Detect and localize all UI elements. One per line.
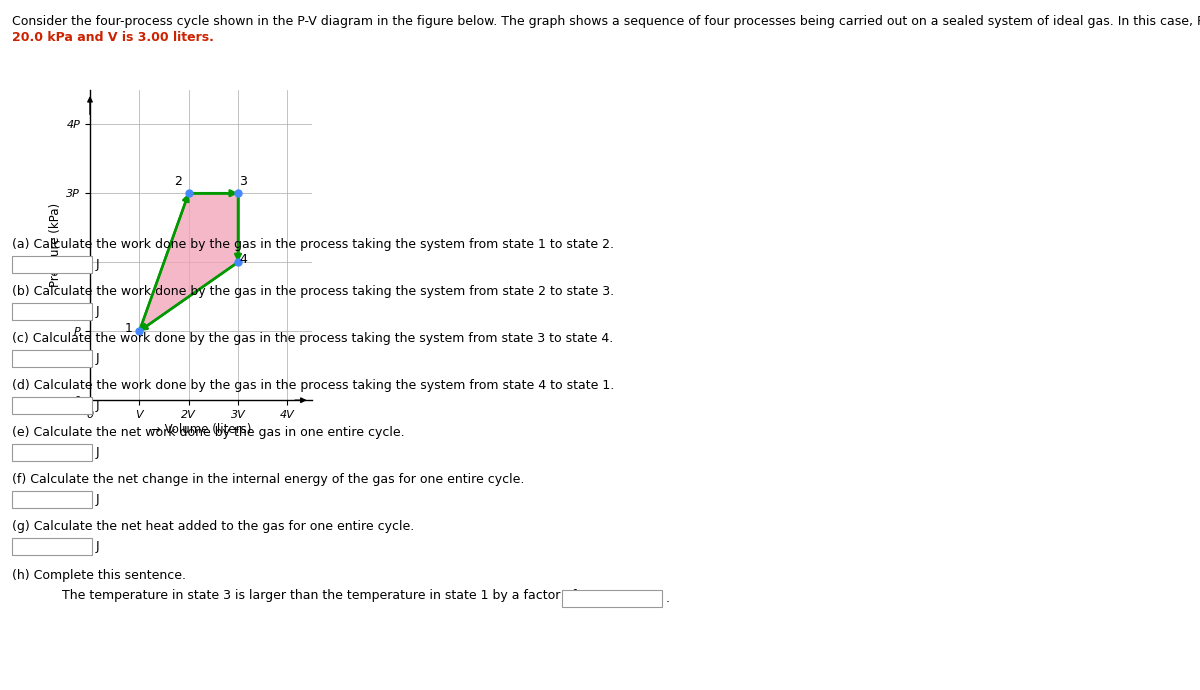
X-axis label: → Volume (liters): → Volume (liters) <box>151 423 251 435</box>
FancyBboxPatch shape <box>12 538 92 555</box>
Text: Consider the four-process cycle shown in the P-V diagram in the figure below. Th: Consider the four-process cycle shown in… <box>12 15 1200 28</box>
FancyBboxPatch shape <box>12 397 92 414</box>
Text: (d) Calculate the work done by the gas in the process taking the system from sta: (d) Calculate the work done by the gas i… <box>12 379 614 392</box>
FancyBboxPatch shape <box>12 256 92 273</box>
Text: 1: 1 <box>125 322 132 335</box>
Text: (a) Calculate the work done by the gas in the process taking the system from sta: (a) Calculate the work done by the gas i… <box>12 238 614 251</box>
Text: J: J <box>96 493 100 506</box>
Text: J: J <box>96 399 100 412</box>
Text: J: J <box>96 258 100 271</box>
Text: J: J <box>96 446 100 459</box>
Text: 2: 2 <box>174 175 181 188</box>
Y-axis label: Pressure (kPa): Pressure (kPa) <box>49 203 62 287</box>
Text: 20.0 kPa and V is 3.00 liters.: 20.0 kPa and V is 3.00 liters. <box>12 31 214 44</box>
Text: J: J <box>96 305 100 318</box>
Text: (b) Calculate the work done by the gas in the process taking the system from sta: (b) Calculate the work done by the gas i… <box>12 285 614 298</box>
Text: (h) Complete this sentence.: (h) Complete this sentence. <box>12 569 186 582</box>
FancyBboxPatch shape <box>12 350 92 367</box>
Text: (f) Calculate the net change in the internal energy of the gas for one entire cy: (f) Calculate the net change in the inte… <box>12 473 524 486</box>
FancyBboxPatch shape <box>12 491 92 508</box>
Text: J: J <box>96 540 100 553</box>
Text: (g) Calculate the net heat added to the gas for one entire cycle.: (g) Calculate the net heat added to the … <box>12 520 414 533</box>
FancyBboxPatch shape <box>12 303 92 320</box>
Polygon shape <box>139 193 238 331</box>
Text: 4: 4 <box>239 253 247 266</box>
Text: (e) Calculate the net work done by the gas in one entire cycle.: (e) Calculate the net work done by the g… <box>12 426 404 439</box>
Text: .: . <box>666 592 670 605</box>
FancyBboxPatch shape <box>562 590 662 607</box>
Text: The temperature in state 3 is larger than the temperature in state 1 by a factor: The temperature in state 3 is larger tha… <box>62 589 576 602</box>
Text: (c) Calculate the work done by the gas in the process taking the system from sta: (c) Calculate the work done by the gas i… <box>12 332 613 345</box>
Text: 3: 3 <box>239 175 247 188</box>
FancyBboxPatch shape <box>12 444 92 461</box>
Text: J: J <box>96 352 100 365</box>
